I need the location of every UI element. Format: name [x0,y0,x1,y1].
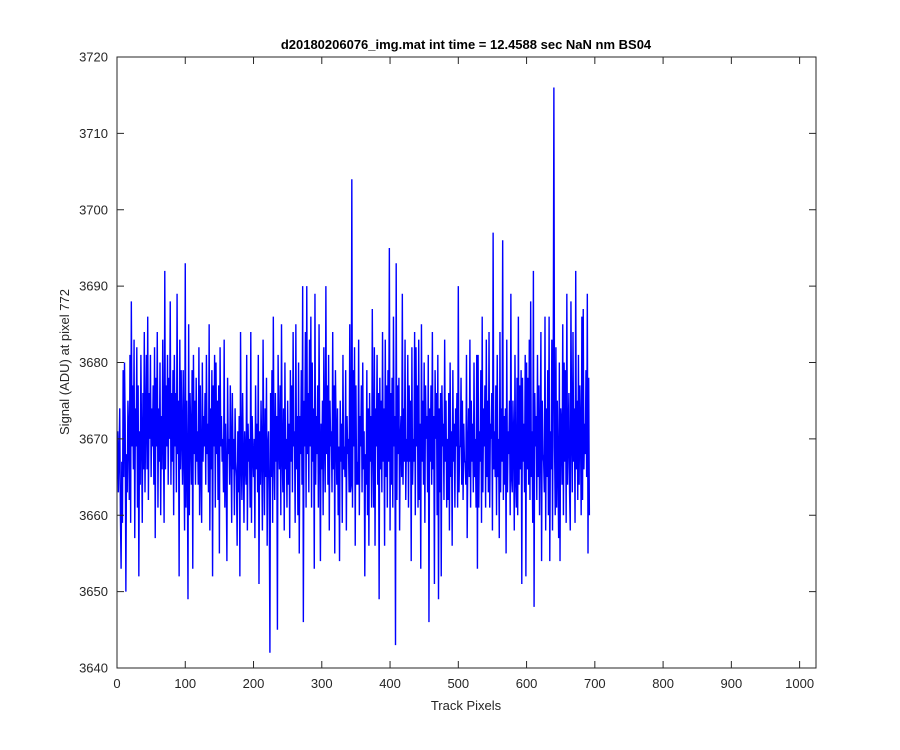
x-tick-label: 100 [174,676,196,691]
y-axis-title: Signal (ADU) at pixel 772 [57,289,72,435]
y-tick-label: 3640 [79,661,108,676]
y-tick-label: 3650 [79,584,108,599]
y-tick-label: 3680 [79,355,108,370]
x-axis-title: Track Pixels [431,698,502,713]
x-tick-label: 800 [652,676,674,691]
x-tick-label: 600 [516,676,538,691]
y-tick-label: 3720 [79,50,108,65]
series-line-1 [116,87,591,653]
y-tick-label: 3700 [79,202,108,217]
y-tick-label: 3710 [79,126,108,141]
y-tick-label: 3660 [79,508,108,523]
y-tick-label: 3690 [79,279,108,294]
series-layer [116,87,591,653]
x-tick-label: 400 [379,676,401,691]
x-tick-label: 1000 [785,676,814,691]
x-tick-label: 200 [243,676,265,691]
x-tick-label: 700 [584,676,606,691]
chart-title: d20180206076_img.mat int time = 12.4588 … [281,37,652,52]
tick-layer: 0 100 200 300 400 500 600 700 800 900 1000 3640 3650… [79,50,816,691]
y-tick-label: 3670 [79,431,108,446]
x-tick-label: 900 [721,676,743,691]
x-tick-label: 500 [447,676,469,691]
x-tick-label: 0 [113,676,120,691]
x-tick-label: 300 [311,676,333,691]
